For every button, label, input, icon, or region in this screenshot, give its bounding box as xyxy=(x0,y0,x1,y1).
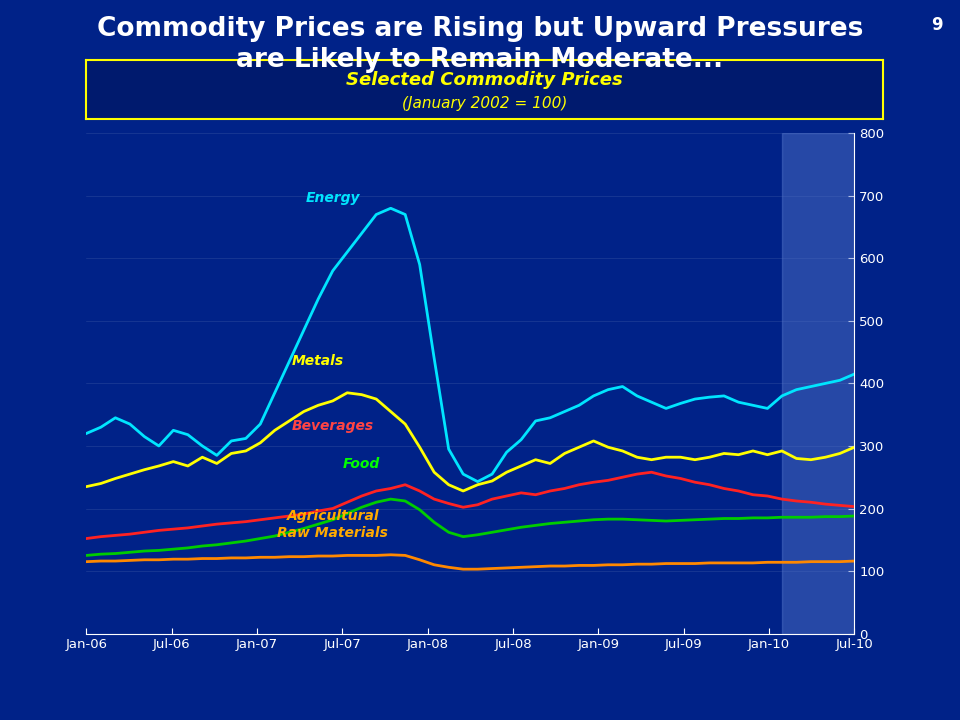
Text: Commodity Prices are Rising but Upward Pressures: Commodity Prices are Rising but Upward P… xyxy=(97,16,863,42)
Text: Beverages: Beverages xyxy=(292,419,373,433)
Text: Food: Food xyxy=(343,457,380,471)
Text: Selected Commodity Prices: Selected Commodity Prices xyxy=(347,71,623,89)
Text: Energy: Energy xyxy=(305,191,360,205)
Bar xyxy=(782,133,862,634)
Text: Metals: Metals xyxy=(292,354,345,368)
Text: (January 2002 = 100): (January 2002 = 100) xyxy=(402,96,567,111)
Text: 9: 9 xyxy=(931,16,943,34)
Text: Agricultural
Raw Materials: Agricultural Raw Materials xyxy=(277,510,388,540)
Text: are Likely to Remain Moderate...: are Likely to Remain Moderate... xyxy=(236,47,724,73)
